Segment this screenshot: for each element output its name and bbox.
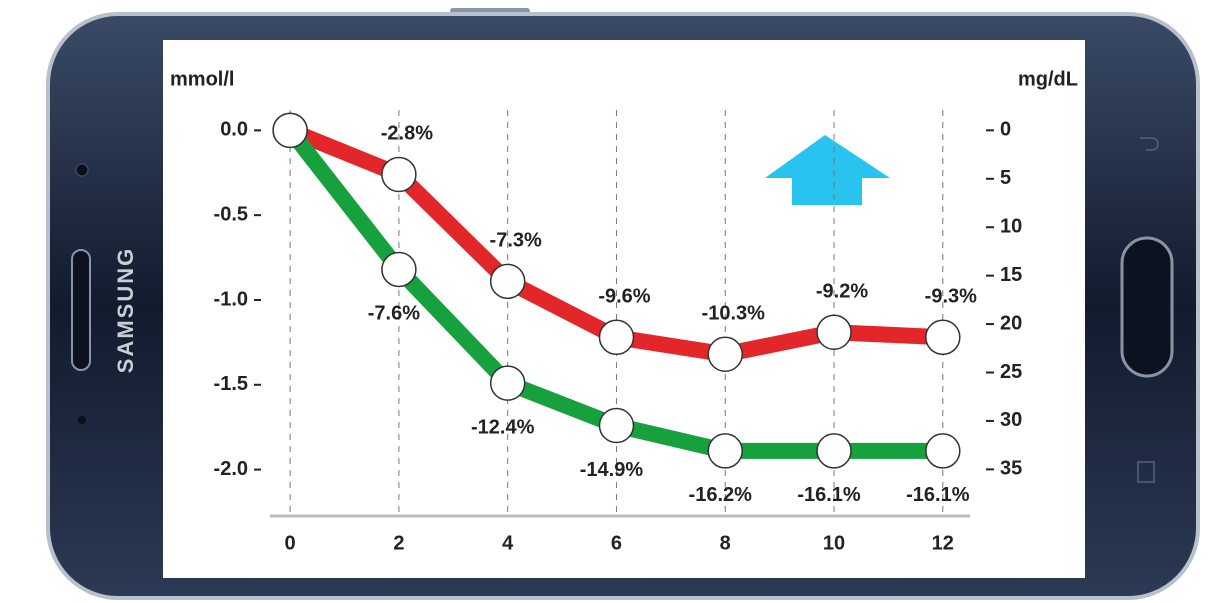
plot: 0 2 4 6 8 10 12 0.0 -0.5 -1.0 -1.5 -2.0 0 5 10 15 20 25 30… [214, 110, 1022, 554]
data-point [489, 365, 526, 401]
data-point [816, 314, 852, 350]
y-tick-label: -1.0 [214, 288, 248, 310]
x-tick-label: 8 [720, 532, 731, 554]
brand: SAMSUNG [113, 247, 138, 373]
y2-axis-title: mg/dL [1018, 68, 1078, 90]
y-tick-label: -2.0 [214, 458, 248, 480]
y2-tick-label: 15 [1000, 264, 1022, 286]
data-point [381, 156, 417, 193]
data-label: -9.2% [816, 280, 868, 302]
data-label: -9.6% [598, 286, 650, 308]
x-tick-label: 0 [285, 532, 296, 554]
data-label: -12.4% [471, 416, 535, 438]
recent-key[interactable] [1137, 461, 1155, 483]
y2-tick-label: 35 [1000, 458, 1022, 480]
camera [75, 163, 89, 177]
data-point [925, 319, 961, 356]
data-label: -7.3% [490, 230, 542, 252]
data-label: -7.6% [368, 303, 420, 325]
data-point [272, 112, 308, 149]
screen [163, 40, 1085, 578]
x-tick-label: 10 [823, 532, 845, 554]
x-tick-label: 2 [393, 532, 404, 554]
data-point [598, 407, 635, 444]
y-tick-label: 0.0 [220, 119, 248, 141]
data-label: -2.8% [381, 123, 433, 145]
x-tick-label: 12 [932, 532, 954, 554]
sensor [78, 416, 86, 424]
y-tick-label: -1.5 [214, 373, 248, 395]
data-label: -14.9% [580, 459, 644, 481]
speaker [71, 249, 91, 371]
y-axis-title: mmol/l [170, 68, 234, 90]
data-point [816, 433, 852, 469]
up-arrow-icon [765, 135, 890, 205]
y2-tick-label: 5 [1000, 167, 1011, 189]
data-label: -16.1% [797, 484, 861, 506]
data-label: -10.3% [702, 303, 766, 325]
y2-tick-label: 25 [1000, 361, 1022, 383]
data-label: -16.1% [906, 484, 970, 506]
y2-tick-label: 20 [1000, 312, 1022, 334]
data-point [381, 251, 417, 288]
y-tick-label: -0.5 [214, 203, 248, 225]
y2-tick-label: 0 [1000, 119, 1011, 141]
data-point [598, 319, 635, 356]
data-label: -9.3% [925, 286, 977, 308]
back-key[interactable] [1140, 137, 1159, 151]
data-point [925, 433, 961, 469]
home-button[interactable] [1120, 236, 1174, 378]
data-point [707, 336, 743, 373]
data-point [707, 433, 743, 469]
y2-tick-label: 30 [1000, 409, 1022, 431]
y2-tick-label: 10 [1000, 215, 1022, 237]
data-point [489, 263, 526, 300]
x-tick-label: 6 [611, 532, 622, 554]
data-label: -16.2% [689, 484, 753, 506]
x-tick-label: 4 [502, 532, 514, 554]
